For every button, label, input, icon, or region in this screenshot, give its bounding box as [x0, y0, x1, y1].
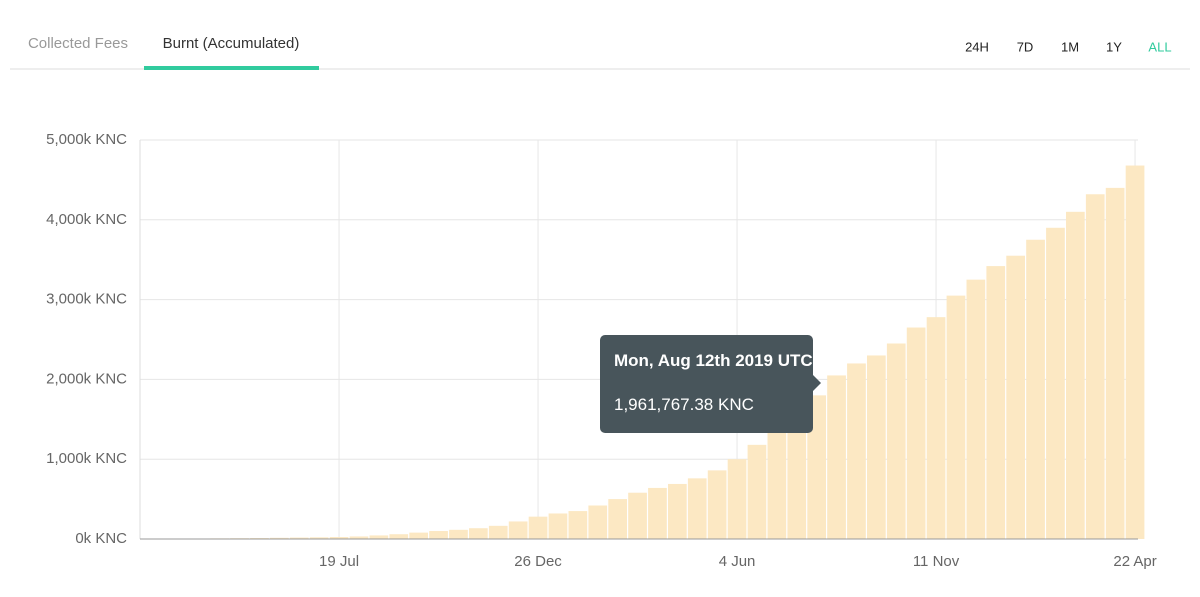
x-tick-label: 4 Jun [719, 553, 756, 570]
bar [648, 487, 667, 539]
bar [508, 521, 528, 539]
bar [926, 317, 946, 539]
bar [349, 536, 369, 539]
y-tick-label: 0k KNC [75, 530, 127, 547]
tooltip-value: 1,961,767.38 KNC [614, 395, 754, 414]
bar [568, 511, 588, 539]
bar [767, 432, 787, 539]
bar [289, 537, 309, 539]
x-tick-label: 26 Dec [514, 553, 562, 570]
bar [886, 343, 906, 539]
bar [389, 534, 409, 539]
bar [1085, 194, 1105, 539]
y-tick-label: 2,000k KNC [46, 370, 127, 387]
bar [727, 459, 747, 539]
tooltip: Mon, Aug 12th 2019 UTC 1,961,767.38 KNC [600, 335, 821, 433]
bar [807, 395, 827, 539]
range-button[interactable]: 24H [965, 39, 989, 54]
bar [847, 363, 866, 539]
y-tick-label: 4,000k KNC [46, 211, 127, 228]
y-tick-label: 5,000k KNC [46, 131, 127, 148]
bar [528, 516, 548, 539]
bar [866, 355, 886, 539]
bar [667, 483, 687, 539]
bar [946, 295, 966, 539]
bar [1105, 187, 1125, 539]
x-tick-label: 11 Nov [913, 553, 960, 570]
x-tick-label: 22 Apr [1113, 553, 1156, 570]
range-button-active[interactable]: ALL [1148, 39, 1171, 54]
tab-active[interactable]: Burnt (Accumulated) [163, 35, 300, 52]
bar [1026, 239, 1045, 539]
bar [548, 513, 568, 539]
bar [329, 537, 349, 539]
bar [827, 375, 846, 539]
bar [986, 266, 1006, 539]
tab[interactable]: Collected Fees [28, 35, 128, 52]
bar [1046, 227, 1065, 539]
range-button[interactable]: 1Y [1106, 39, 1122, 54]
bar [966, 279, 986, 539]
bar [449, 529, 468, 539]
range-button[interactable]: 7D [1017, 39, 1034, 54]
bar [628, 492, 647, 539]
bar [369, 535, 389, 539]
bar [1006, 255, 1026, 539]
bar [608, 499, 628, 539]
bar [429, 531, 448, 539]
tab-indicator [144, 66, 319, 70]
bar [687, 478, 707, 539]
bar [409, 532, 429, 539]
bar [269, 537, 289, 539]
tooltip-title: Mon, Aug 12th 2019 UTC [614, 351, 813, 370]
bar [588, 505, 608, 539]
bar [309, 537, 329, 539]
x-tick-label: 19 Jul [319, 553, 359, 570]
bar [906, 327, 926, 539]
range-button[interactable]: 1M [1061, 39, 1079, 54]
bar [747, 444, 767, 539]
bar [1125, 165, 1145, 539]
bar [707, 470, 727, 539]
y-tick-label: 3,000k KNC [46, 291, 127, 308]
bar [468, 528, 488, 539]
y-tick-label: 1,000k KNC [46, 450, 127, 467]
bar [488, 525, 508, 539]
bar [1065, 211, 1085, 539]
bar [787, 419, 807, 539]
